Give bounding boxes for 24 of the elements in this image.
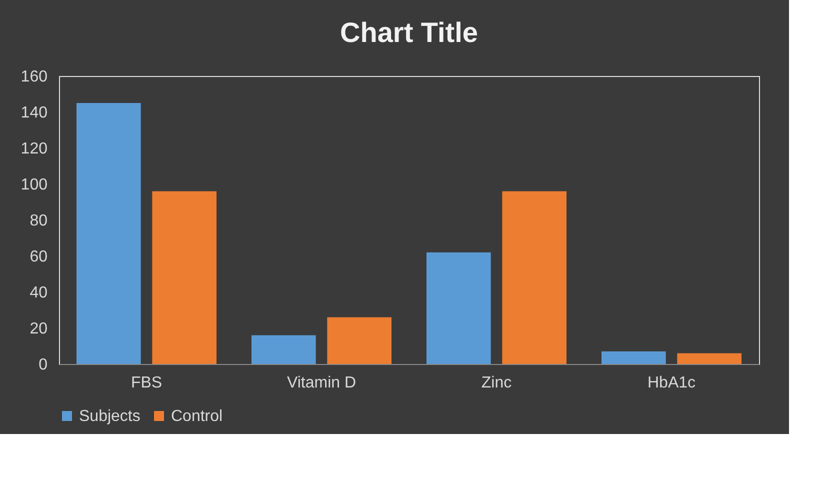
legend-label: Subjects bbox=[79, 408, 140, 425]
y-tick-label: 0 bbox=[38, 356, 48, 374]
y-tick-label: 160 bbox=[20, 68, 48, 86]
chart-title: Chart Title bbox=[340, 17, 478, 48]
bar bbox=[602, 351, 666, 364]
x-tick-label: HbA1c bbox=[647, 374, 696, 392]
y-tick-label: 140 bbox=[20, 104, 48, 122]
y-tick-label: 100 bbox=[20, 176, 48, 194]
y-tick-label: 60 bbox=[30, 248, 48, 266]
bar bbox=[426, 252, 491, 364]
bar bbox=[327, 317, 392, 364]
legend-label: Control bbox=[171, 408, 223, 425]
y-tick-label: 80 bbox=[30, 212, 48, 230]
y-tick-label: 20 bbox=[30, 320, 48, 338]
bar bbox=[152, 191, 216, 364]
x-tick-label: FBS bbox=[130, 374, 162, 392]
y-tick-label: 120 bbox=[20, 140, 48, 158]
x-tick-label: Vitamin D bbox=[286, 374, 356, 392]
bar bbox=[76, 103, 141, 364]
bar bbox=[252, 335, 316, 364]
bar bbox=[677, 353, 742, 364]
bar bbox=[502, 191, 566, 364]
x-tick-label: Zinc bbox=[481, 374, 512, 392]
y-tick-label: 40 bbox=[30, 284, 48, 302]
